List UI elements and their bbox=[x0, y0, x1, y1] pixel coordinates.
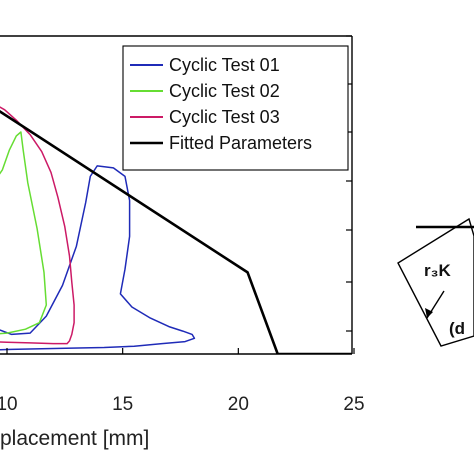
series-line-cyclic-test-02 bbox=[0, 131, 48, 335]
x-tick-label: 15 bbox=[112, 394, 133, 415]
legend-label-cyclic-test-03: Cyclic Test 03 bbox=[169, 107, 280, 127]
diagram-parallelogram bbox=[397, 217, 474, 347]
series-line-fitted-parameters bbox=[0, 109, 352, 354]
legend-box bbox=[122, 45, 349, 171]
x-tick-label: 20 bbox=[228, 394, 249, 415]
x-axis-title: placement [mm] bbox=[0, 427, 149, 450]
legend-label-cyclic-test-02: Cyclic Test 02 bbox=[169, 81, 280, 101]
x-tick-label: 10 bbox=[0, 394, 18, 415]
diagram-arrowhead bbox=[425, 308, 433, 318]
series-line-cyclic-test-03 bbox=[0, 106, 75, 345]
plot-area bbox=[0, 106, 352, 354]
legend: Cyclic Test 01 Cyclic Test 02 Cyclic Test … bbox=[122, 45, 349, 171]
series-line-cyclic-test-01 bbox=[0, 165, 196, 351]
diagram-label-paren: (d bbox=[449, 319, 465, 338]
x-ticks: 10 15 20 25 bbox=[0, 348, 365, 415]
legend-label-cyclic-test-01: Cyclic Test 01 bbox=[169, 55, 280, 75]
x-tick-label: 25 bbox=[343, 394, 364, 415]
diagram-label-r3k: r₃K bbox=[424, 261, 451, 280]
axes bbox=[0, 35, 353, 355]
legend-label-fitted-parameters: Fitted Parameters bbox=[169, 133, 312, 153]
